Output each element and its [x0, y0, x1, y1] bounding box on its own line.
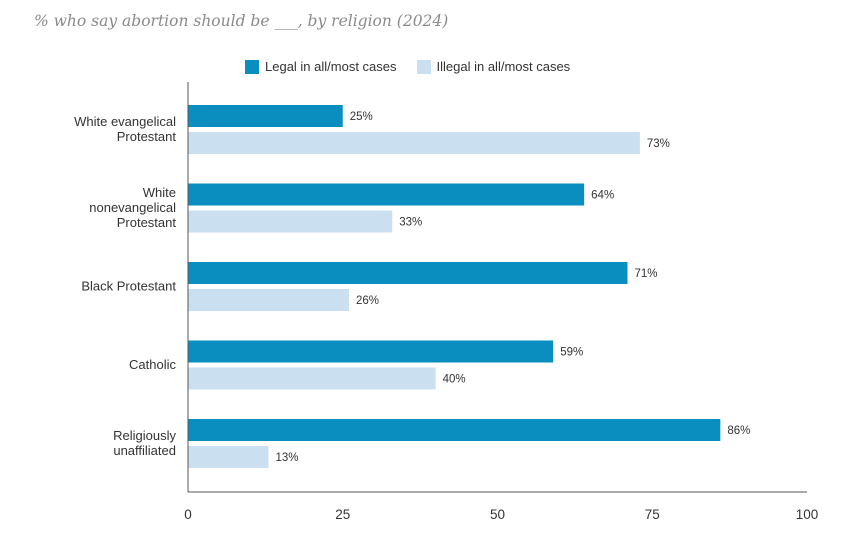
legend-swatch-legal	[245, 59, 259, 74]
legend-label-legal: Legal in all/most cases	[265, 59, 397, 74]
bar-legal-2	[188, 262, 628, 284]
legend-swatch-illegal	[416, 59, 431, 74]
legend-label-illegal: Illegal in all/most cases	[436, 59, 571, 74]
category-label-4-1: unaffiliated	[113, 443, 176, 458]
legend: Legal in all/most cases Illegal in all/m…	[245, 59, 590, 74]
data-label-legal-3: 59%	[560, 347, 583, 359]
bar-illegal-3	[188, 367, 436, 390]
bar-illegal-2	[188, 289, 349, 311]
bar-legal-4	[188, 419, 721, 441]
legend-item-illegal: Illegal in all/most cases	[416, 59, 571, 74]
bar-legal-3	[188, 340, 554, 363]
x-tick-label-25: 25	[335, 507, 350, 522]
category-label-0-0: White evangelical	[74, 114, 176, 129]
data-label-illegal-4: 13%	[275, 452, 298, 464]
category-label-0-1: Protestant	[117, 129, 177, 144]
category-label-3-0: Catholic	[129, 357, 176, 372]
category-label-1-0: White	[143, 185, 176, 200]
x-tick-label-75: 75	[645, 507, 660, 522]
bar-legal-0	[188, 105, 343, 127]
chart-subtitle: % who say abortion should be ___, by rel…	[34, 12, 449, 30]
data-label-legal-2: 71%	[634, 268, 657, 280]
data-label-legal-0: 25%	[350, 111, 373, 123]
legend-item-legal: Legal in all/most cases	[245, 59, 397, 74]
category-label-4-0: Religiously	[113, 428, 176, 443]
category-label-2-0: Black Protestant	[81, 279, 176, 294]
x-tick-label-100: 100	[796, 507, 819, 522]
category-label-1-2: Protestant	[117, 215, 177, 230]
data-label-illegal-3: 40%	[443, 374, 466, 386]
data-label-illegal-1: 33%	[399, 217, 422, 229]
x-tick-label-0: 0	[184, 507, 192, 522]
data-label-legal-1: 64%	[591, 190, 614, 202]
data-label-legal-4: 86%	[727, 425, 750, 437]
data-label-illegal-0: 73%	[647, 138, 670, 150]
bar-legal-1	[188, 183, 585, 206]
bar-illegal-0	[188, 132, 640, 154]
data-label-illegal-2: 26%	[356, 295, 379, 307]
x-tick-label-50: 50	[490, 507, 505, 522]
bar-illegal-4	[188, 446, 269, 468]
category-label-1-1: nonevangelical	[89, 200, 176, 215]
bar-illegal-1	[188, 210, 393, 233]
